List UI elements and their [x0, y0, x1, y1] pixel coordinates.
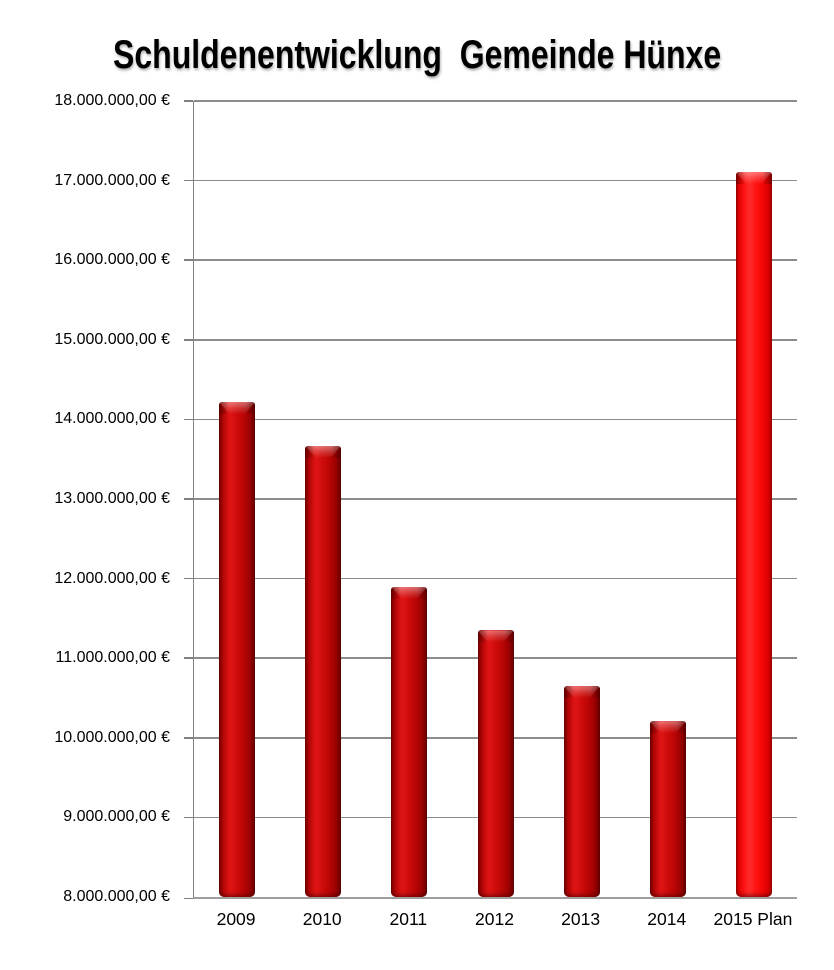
x-axis-label-2010: 2010: [302, 909, 342, 929]
y-axis-label: 9.000.000,00 €: [63, 808, 170, 826]
bar-2013: [563, 686, 600, 897]
y-axis-tick: [183, 179, 193, 182]
y-axis-label: 15.000.000,00 €: [54, 330, 170, 348]
plot-area: [183, 100, 797, 899]
y-axis-label: 10.000.000,00 €: [54, 728, 170, 746]
y-axis-tick: [183, 498, 193, 500]
y-axis-tick: [183, 418, 193, 421]
y-axis-tick: [183, 897, 193, 899]
y-axis-label: 17.000.000,00 €: [54, 171, 170, 189]
x-axis-labels: 2009 2010 2011 2012 2013 2014 2015 Plan: [193, 909, 796, 930]
y-axis-tick: [183, 339, 193, 341]
y-axis-tick: [183, 259, 193, 261]
y-axis-label: 11.000.000,00 €: [55, 649, 170, 667]
y-axis-tick: [183, 816, 193, 819]
x-axis-label-2015-plan: 2015 Plan: [713, 909, 793, 929]
chart-title: Schuldenentwicklung Gemeinde Hünxe: [0, 30, 834, 80]
y-axis-labels: 8.000.000,00 € 9.000.000,00 € 10.000.000,0…: [0, 92, 170, 905]
gridline: [194, 577, 797, 580]
x-axis-label-2012: 2012: [475, 909, 514, 929]
x-axis-label-2014: 2014: [647, 909, 687, 929]
y-axis-label: 13.000.000,00 €: [54, 490, 170, 507]
y-axis-tick: [183, 577, 193, 580]
gridline: [194, 498, 797, 500]
y-axis-label: 14.000.000,00 €: [54, 410, 170, 428]
bar-2009: [219, 401, 256, 897]
gridline: [194, 339, 797, 341]
gridline: [194, 179, 797, 182]
gridline: [194, 100, 797, 102]
y-axis-label: 8.000.000,00 €: [63, 888, 170, 905]
chart-title-text: Schuldenentwicklung Gemeinde Hünxe: [112, 33, 722, 77]
bar-2015-plan: [735, 171, 772, 897]
y-axis-tick: [183, 737, 193, 739]
bar-2011: [391, 586, 428, 897]
x-axis-label-2011: 2011: [389, 909, 428, 929]
y-axis-label: 16.000.000,00 €: [54, 251, 170, 269]
bar-2012: [477, 630, 514, 897]
y-axis-label: 12.000.000,00 €: [54, 569, 170, 587]
bar-2010: [305, 445, 342, 897]
gridline: [194, 418, 797, 421]
y-axis-label: 18.000.000,00 €: [54, 92, 170, 109]
gridline: [194, 259, 797, 261]
x-axis-label-2013: 2013: [561, 909, 601, 929]
y-axis-tick: [183, 100, 193, 102]
y-axis-tick: [183, 657, 193, 659]
x-axis-label-2009: 2009: [216, 909, 256, 929]
bar-2014: [649, 721, 686, 897]
